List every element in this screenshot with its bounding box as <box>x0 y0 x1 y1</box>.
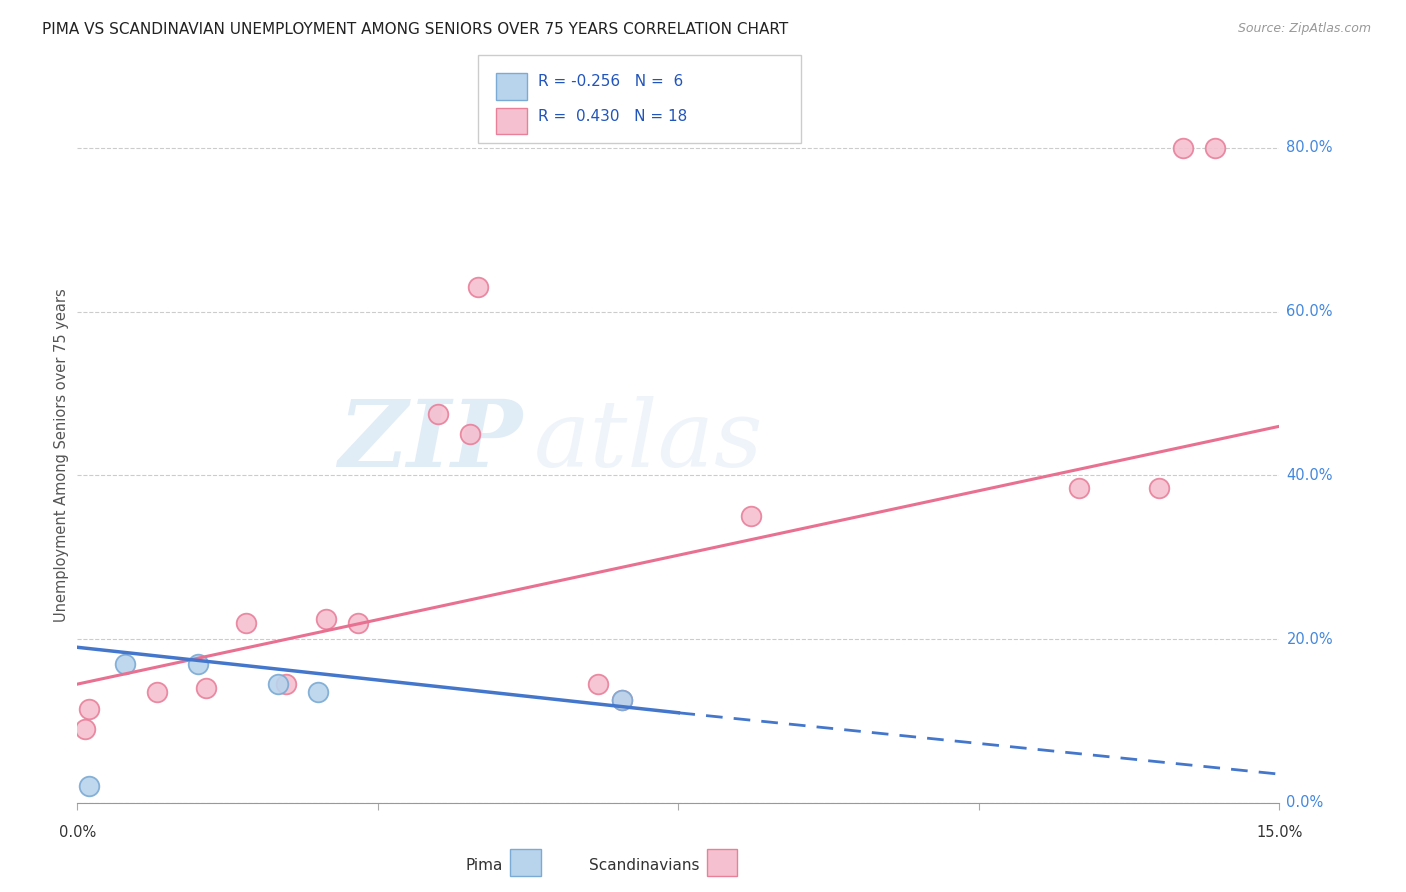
Text: ZIP: ZIP <box>337 396 522 486</box>
Point <box>612 693 634 707</box>
Point <box>79 780 101 794</box>
Text: R = -0.256   N =  6: R = -0.256 N = 6 <box>538 74 683 89</box>
Text: PIMA VS SCANDINAVIAN UNEMPLOYMENT AMONG SENIORS OVER 75 YEARS CORRELATION CHART: PIMA VS SCANDINAVIAN UNEMPLOYMENT AMONG … <box>42 22 789 37</box>
Point <box>194 681 217 696</box>
Text: Scandinavians: Scandinavians <box>589 858 699 872</box>
Point <box>467 280 489 294</box>
Text: 40.0%: 40.0% <box>1286 468 1333 483</box>
Text: atlas: atlas <box>534 396 763 486</box>
Point <box>146 685 169 699</box>
Text: Pima: Pima <box>465 858 503 872</box>
Point <box>114 657 136 671</box>
Text: R =  0.430   N = 18: R = 0.430 N = 18 <box>538 109 688 124</box>
Point <box>740 509 762 524</box>
Text: 20.0%: 20.0% <box>1286 632 1333 647</box>
Point <box>427 407 450 421</box>
Point <box>346 615 368 630</box>
Text: 80.0%: 80.0% <box>1286 140 1333 155</box>
Point <box>1204 141 1226 155</box>
Point <box>75 722 97 736</box>
Point <box>458 427 481 442</box>
Point <box>588 677 610 691</box>
Point <box>612 693 634 707</box>
Point <box>79 701 101 715</box>
Point <box>235 615 257 630</box>
Text: 0.0%: 0.0% <box>59 825 96 840</box>
Point <box>307 685 329 699</box>
Point <box>274 677 297 691</box>
Text: 15.0%: 15.0% <box>1257 825 1302 840</box>
Text: 60.0%: 60.0% <box>1286 304 1333 319</box>
Text: Source: ZipAtlas.com: Source: ZipAtlas.com <box>1237 22 1371 36</box>
Text: 0.0%: 0.0% <box>1286 796 1323 810</box>
Point <box>1069 481 1091 495</box>
Point <box>1173 141 1195 155</box>
Point <box>267 677 290 691</box>
Point <box>315 612 337 626</box>
Y-axis label: Unemployment Among Seniors over 75 years: Unemployment Among Seniors over 75 years <box>53 288 69 622</box>
Point <box>186 657 209 671</box>
Point <box>1149 481 1171 495</box>
